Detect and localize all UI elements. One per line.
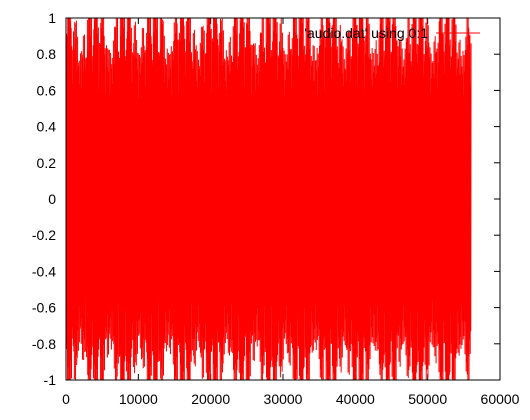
- x-tick-label: 10000: [119, 391, 158, 407]
- legend-label: 'audio.dat' using 0:1: [304, 25, 428, 41]
- y-tick-label: -0.6: [32, 300, 56, 316]
- y-tick-label: 0.4: [37, 119, 57, 135]
- y-tick-label: -1: [44, 372, 57, 388]
- y-tick-label: -0.4: [32, 263, 56, 279]
- y-tick-label: 0: [48, 191, 56, 207]
- x-tick-label: 30000: [264, 391, 303, 407]
- series-line-audio: [66, 18, 472, 380]
- x-tick-label: 40000: [336, 391, 375, 407]
- y-tick-label: -0.8: [32, 336, 56, 352]
- x-tick-labels: 0 10000 20000 30000 40000 50000 60000: [62, 391, 520, 407]
- legend: 'audio.dat' using 0:1: [304, 25, 480, 41]
- plot-area: [66, 18, 472, 380]
- y-tick-label: 1: [48, 10, 56, 26]
- x-tick-label: 50000: [408, 391, 447, 407]
- y-tick-label: -0.2: [32, 227, 56, 243]
- y-tick-label: 0.6: [37, 82, 57, 98]
- x-tick-label: 0: [62, 391, 70, 407]
- axis-frame: [65, 17, 501, 381]
- y-tick-labels: -1 -0.8 -0.6 -0.4 -0.2 0 0.2 0.4 0.6 0.8 1: [32, 10, 56, 388]
- x-tick-label: 20000: [191, 391, 230, 407]
- y-tick-label: 0.8: [37, 46, 57, 62]
- y-tick-label: 0.2: [37, 155, 57, 171]
- x-tick-label: 60000: [481, 391, 520, 407]
